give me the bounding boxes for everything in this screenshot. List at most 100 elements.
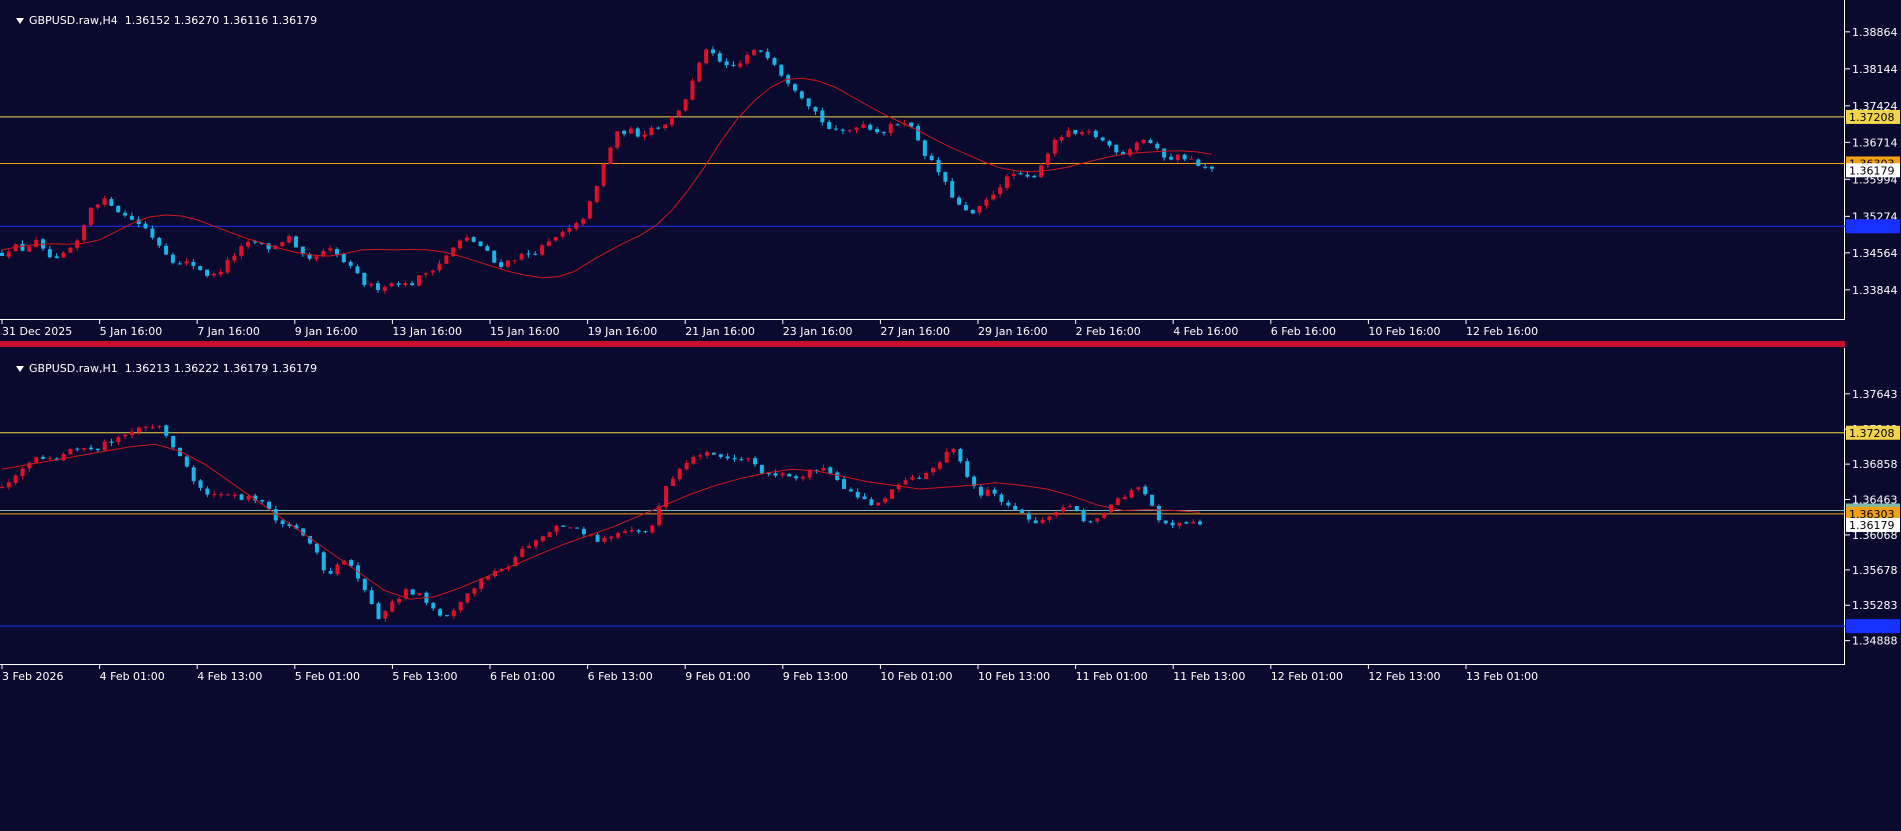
h4-symbol: GBPUSD.raw,H4: [29, 14, 118, 27]
bear-candle: [1088, 521, 1093, 523]
bull-candle: [650, 525, 655, 533]
bull-candle: [0, 487, 4, 489]
dropdown-triangle-icon[interactable]: [16, 366, 24, 372]
bull-candle: [1189, 158, 1194, 160]
time-tick-label: 5 Feb 13:00: [392, 670, 457, 683]
bear-candle: [1114, 144, 1119, 153]
price-level-tag-label: 1.37208: [1849, 111, 1895, 124]
time-tick-label: 10 Feb 01:00: [880, 670, 952, 683]
price-tick-label: 1.35283: [1852, 599, 1898, 612]
bull-candle: [75, 240, 80, 249]
time-tick-label: 9 Jan 16:00: [295, 325, 358, 338]
bull-candle: [211, 273, 216, 276]
bull-candle: [34, 240, 39, 247]
bull-candle: [1191, 522, 1196, 524]
bull-candle: [27, 246, 32, 252]
bull-candle: [1040, 519, 1045, 523]
bear-candle: [595, 534, 600, 542]
bear-candle: [916, 126, 921, 141]
time-tick-label: 4 Feb 01:00: [100, 670, 165, 683]
bull-candle: [664, 486, 669, 508]
bull-candle: [314, 256, 319, 260]
bull-candle: [622, 531, 627, 533]
bear-candle: [355, 266, 360, 274]
bear-candle: [266, 501, 271, 510]
bear-candle: [280, 520, 285, 525]
bear-candle: [895, 124, 900, 126]
bull-candle: [430, 270, 435, 273]
bear-candle: [252, 241, 257, 243]
bear-candle: [198, 266, 203, 271]
bull-candle: [861, 124, 866, 128]
bull-candle: [34, 457, 39, 463]
bull-candle: [13, 475, 18, 483]
bear-candle: [205, 269, 210, 276]
bear-candle: [787, 473, 792, 477]
bear-candle: [177, 263, 182, 265]
h4-chart-panel[interactable]: 1.38864 1.38144 1.37424 1.36714 1.35994 1.352…: [0, 0, 1901, 340]
bull-candle: [546, 241, 551, 246]
bull-candle: [61, 252, 66, 258]
bear-candle: [1025, 174, 1030, 177]
bear-candle: [943, 172, 948, 182]
bull-candle: [225, 494, 230, 496]
time-tick-label: 19 Jan 16:00: [588, 325, 658, 338]
bear-candle: [300, 246, 305, 255]
bear-candle: [444, 615, 449, 617]
price-level-tag-label: 1.37208: [1849, 427, 1895, 440]
bull-candle: [568, 527, 573, 529]
bear-candle: [75, 448, 80, 450]
bull-candle: [143, 426, 148, 428]
bull-candle: [527, 545, 532, 549]
bull-candle: [628, 128, 633, 134]
h1-ohlc: 1.36213 1.36222 1.36179 1.36179: [124, 362, 318, 375]
bull-candle: [1175, 154, 1180, 161]
price-tick-label: 1.36714: [1852, 136, 1898, 149]
bull-candle: [704, 49, 709, 64]
bear-candle: [950, 181, 955, 198]
panel-separator[interactable]: [0, 341, 1845, 347]
bear-candle: [1013, 505, 1018, 510]
bull-candle: [184, 261, 189, 264]
h4-chart-header[interactable]: GBPUSD.raw,H4 1.36152 1.36270 1.36116 1.…: [2, 1, 317, 40]
bull-candle: [876, 502, 881, 506]
bear-candle: [478, 241, 483, 247]
bear-candle: [575, 527, 580, 529]
h1-plot-area[interactable]: [0, 348, 1845, 665]
bear-candle: [116, 205, 121, 213]
h4-plot-area[interactable]: [0, 0, 1845, 320]
dropdown-triangle-icon[interactable]: [16, 18, 24, 24]
bear-candle: [1210, 166, 1214, 169]
bear-candle: [965, 461, 970, 477]
bear-candle: [184, 456, 189, 467]
bull-candle: [587, 201, 592, 219]
bull-candle: [1109, 504, 1114, 513]
h1-chart-svg: 1.376431.372481.368581.364631.360681.356…: [0, 388, 1900, 683]
bull-candle: [691, 456, 696, 464]
bull-candle: [1177, 522, 1182, 526]
bear-candle: [1203, 166, 1208, 168]
bull-candle: [61, 454, 66, 461]
bear-candle: [656, 127, 661, 129]
bull-candle: [225, 260, 230, 273]
bull-candle: [68, 448, 73, 455]
bull-candle: [505, 260, 510, 267]
bear-candle: [779, 64, 784, 76]
bull-candle: [136, 427, 141, 433]
bear-candle: [328, 571, 333, 574]
bull-candle: [629, 529, 634, 532]
bull-candle: [1129, 490, 1134, 498]
bull-candle: [219, 494, 224, 496]
bull-candle: [608, 147, 613, 164]
bull-candle: [985, 489, 990, 496]
bear-candle: [287, 523, 292, 527]
time-tick-label: 21 Jan 16:00: [685, 325, 755, 338]
bear-candle: [485, 246, 490, 251]
bull-candle: [602, 537, 607, 542]
bull-candle: [389, 283, 394, 287]
bull-candle: [1045, 153, 1050, 166]
h1-chart-panel[interactable]: 1.376431.372481.368581.364631.360681.356…: [0, 348, 1901, 831]
h1-chart-header[interactable]: GBPUSD.raw,H1 1.36213 1.36222 1.36179 1.…: [2, 349, 317, 388]
bear-candle: [1032, 175, 1037, 178]
bear-candle: [314, 543, 319, 553]
